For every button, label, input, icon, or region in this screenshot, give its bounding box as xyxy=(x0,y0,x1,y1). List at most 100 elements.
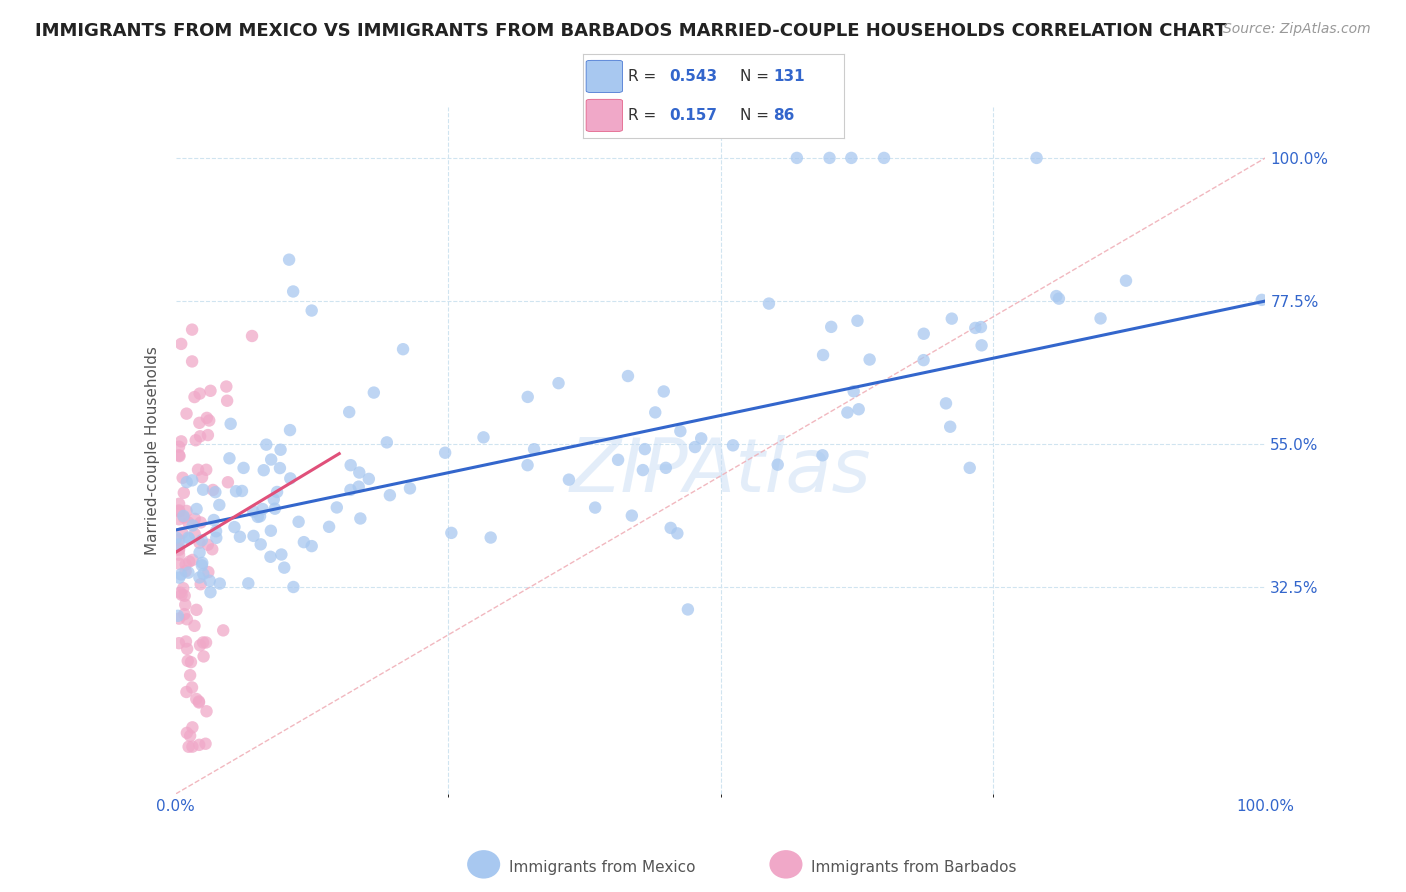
Point xyxy=(191,533,214,548)
Point xyxy=(818,151,841,165)
Point xyxy=(820,319,842,334)
Point xyxy=(167,537,190,551)
Point xyxy=(357,472,380,486)
Point xyxy=(167,533,190,547)
Point xyxy=(669,424,692,438)
Point xyxy=(583,500,606,515)
Point xyxy=(201,483,224,497)
Point xyxy=(935,396,957,410)
Point xyxy=(349,511,371,525)
Point xyxy=(434,446,457,460)
FancyBboxPatch shape xyxy=(586,99,623,131)
Point xyxy=(970,338,993,352)
Point xyxy=(172,508,194,523)
Point xyxy=(246,509,269,524)
Point xyxy=(378,488,401,502)
Point xyxy=(811,448,834,462)
Point xyxy=(195,410,218,425)
Point xyxy=(174,598,197,612)
Point xyxy=(188,416,211,430)
Text: IMMIGRANTS FROM MEXICO VS IMMIGRANTS FROM BARBADOS MARRIED-COUPLE HOUSEHOLDS COR: IMMIGRANTS FROM MEXICO VS IMMIGRANTS FRO… xyxy=(35,22,1227,40)
Point xyxy=(204,485,226,500)
Point xyxy=(167,557,190,571)
Point xyxy=(347,480,370,494)
Point xyxy=(179,729,201,743)
Point xyxy=(167,497,190,511)
Point xyxy=(176,726,198,740)
Point xyxy=(188,738,211,752)
Point xyxy=(177,566,200,580)
Point xyxy=(721,438,744,452)
Point xyxy=(683,440,706,454)
Point xyxy=(440,525,463,540)
Point xyxy=(173,607,195,622)
Point xyxy=(191,483,214,497)
Point xyxy=(238,576,260,591)
Point xyxy=(339,458,361,472)
Point xyxy=(659,521,682,535)
Point xyxy=(1115,274,1137,288)
Text: 86: 86 xyxy=(773,108,794,123)
Point xyxy=(283,580,305,594)
Point xyxy=(758,296,780,310)
Point xyxy=(842,384,865,399)
Text: Immigrants from Mexico: Immigrants from Mexico xyxy=(509,861,696,875)
Point xyxy=(176,407,198,421)
Text: N =: N = xyxy=(740,69,769,84)
Circle shape xyxy=(769,850,803,879)
Point xyxy=(167,541,190,556)
Point xyxy=(1025,151,1047,165)
Point xyxy=(200,585,222,599)
Point xyxy=(167,440,190,454)
Point xyxy=(181,354,204,368)
Point xyxy=(766,458,789,472)
Point xyxy=(170,588,193,602)
Point xyxy=(263,492,285,507)
Point xyxy=(170,337,193,351)
Point xyxy=(181,739,204,754)
Text: Source: ZipAtlas.com: Source: ZipAtlas.com xyxy=(1223,22,1371,37)
Point xyxy=(197,428,219,442)
Point xyxy=(941,311,963,326)
Point xyxy=(617,369,640,384)
Point xyxy=(1045,289,1067,303)
Point xyxy=(167,512,190,526)
Point xyxy=(179,532,201,546)
Point xyxy=(198,413,221,427)
Point xyxy=(1090,311,1112,326)
Point xyxy=(217,393,239,408)
Point xyxy=(188,429,211,443)
Point xyxy=(252,502,274,516)
Point xyxy=(195,704,218,718)
Point xyxy=(219,417,242,431)
Point xyxy=(1047,292,1070,306)
Point xyxy=(212,624,235,638)
Point xyxy=(652,384,675,399)
Point xyxy=(188,696,211,710)
Point xyxy=(337,405,360,419)
Text: R =: R = xyxy=(627,108,657,123)
Point xyxy=(270,548,292,562)
Point xyxy=(174,634,197,648)
Point xyxy=(167,503,190,517)
Point xyxy=(965,321,987,335)
Point xyxy=(283,285,305,299)
Point xyxy=(859,352,882,367)
Point xyxy=(179,668,201,682)
Point xyxy=(260,452,283,467)
Text: 0.543: 0.543 xyxy=(669,69,717,84)
Y-axis label: Married-couple Households: Married-couple Households xyxy=(145,346,160,555)
Point xyxy=(167,543,190,558)
Point xyxy=(195,463,218,477)
Text: N =: N = xyxy=(740,108,769,123)
Point xyxy=(195,635,218,649)
Point xyxy=(644,405,666,419)
Point xyxy=(170,567,193,582)
Point xyxy=(184,434,207,448)
Point xyxy=(472,430,495,444)
Point xyxy=(191,470,214,484)
Point xyxy=(188,570,211,584)
Text: 131: 131 xyxy=(773,69,806,84)
Point xyxy=(516,458,538,472)
Point xyxy=(170,434,193,449)
